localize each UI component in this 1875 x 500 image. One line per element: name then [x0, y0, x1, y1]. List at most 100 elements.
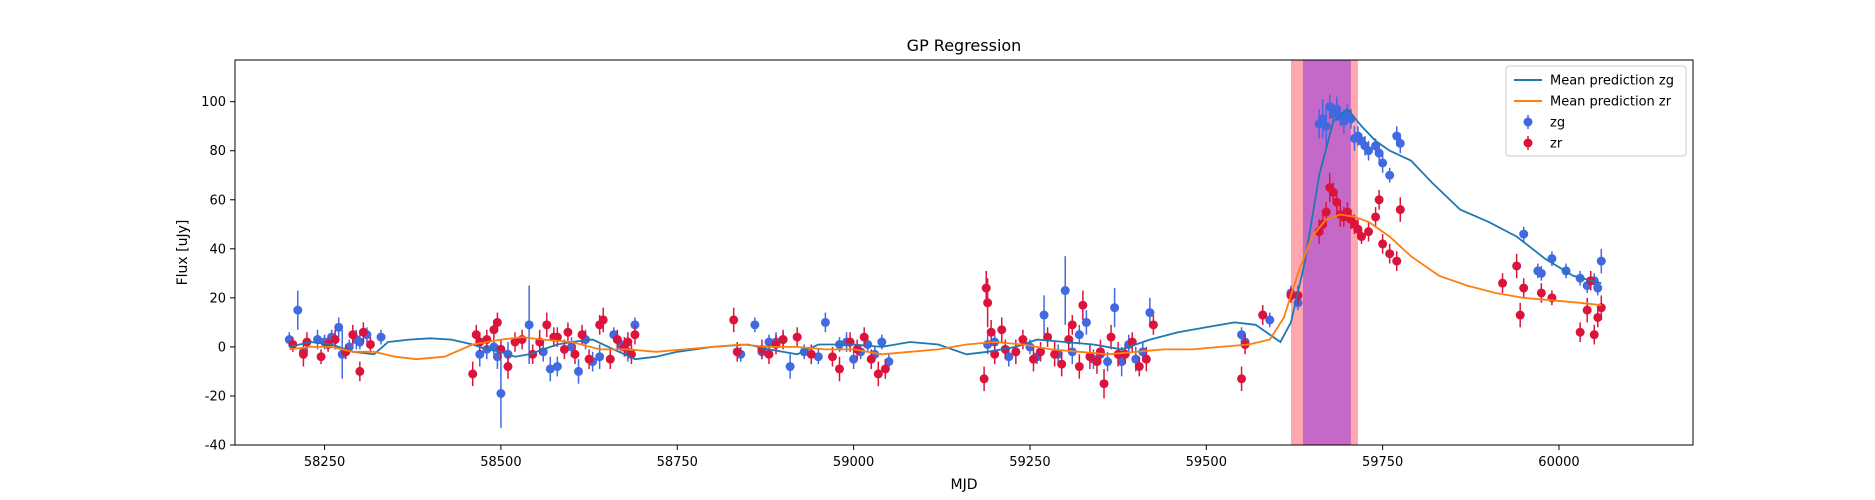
point-zr: [873, 369, 883, 379]
point-zg: [1318, 114, 1328, 124]
y-tick-label: -40: [205, 439, 226, 454]
point-zr: [1364, 227, 1374, 237]
y-tick-label: 100: [201, 95, 226, 110]
point-zr: [630, 330, 640, 340]
point-zg: [1004, 352, 1014, 362]
point-zr: [542, 320, 552, 330]
point-zg: [1131, 354, 1141, 364]
point-zr: [1011, 347, 1021, 357]
legend-entry-label: Mean prediction zg: [1550, 74, 1674, 89]
point-zr: [1237, 374, 1247, 384]
point-zr: [365, 339, 375, 349]
y-tick-label: 60: [209, 193, 226, 208]
point-zr: [764, 349, 774, 359]
point-zr: [1148, 320, 1158, 330]
point-zr: [729, 315, 739, 325]
point-zr: [584, 354, 594, 364]
point-zr: [1498, 278, 1508, 288]
point-zg: [1371, 141, 1381, 151]
point-zr: [1575, 327, 1585, 337]
point-zr: [1332, 197, 1342, 207]
point-zr: [835, 364, 845, 374]
point-zr: [468, 369, 478, 379]
point-zr: [1085, 352, 1095, 362]
point-zg: [1392, 131, 1402, 141]
point-zr: [1356, 232, 1366, 242]
point-zr: [1582, 305, 1592, 315]
point-zr: [1106, 332, 1116, 342]
point-zr: [827, 352, 837, 362]
plot-frame: [234, 59, 1694, 446]
point-zg: [1339, 116, 1349, 126]
point-zr: [503, 362, 513, 372]
point-zg: [1265, 315, 1275, 325]
y-tick-label: -20: [205, 389, 226, 404]
point-zr: [1018, 335, 1028, 345]
point-zr: [1043, 332, 1053, 342]
point-zg: [785, 362, 795, 372]
point-zr: [1593, 312, 1603, 322]
data-series: [284, 94, 1606, 428]
point-zr: [1067, 320, 1077, 330]
point-zr: [1395, 205, 1405, 215]
point-zg: [750, 320, 760, 330]
point-zr: [806, 349, 816, 359]
x-tick-label: 59250: [1009, 455, 1050, 470]
x-tick-label: 59750: [1362, 455, 1403, 470]
point-zr: [986, 327, 996, 337]
point-zr: [880, 364, 890, 374]
point-zr: [563, 327, 573, 337]
point-zr: [1353, 224, 1363, 234]
point-zg: [877, 337, 887, 347]
chart-title: GP Regression: [907, 36, 1022, 55]
y-tick-label: 0: [218, 340, 226, 355]
point-zg: [1117, 357, 1127, 367]
point-zr: [577, 330, 587, 340]
point-zg: [1145, 308, 1155, 318]
x-tick-label: 59000: [833, 455, 874, 470]
point-zg: [1237, 330, 1247, 340]
point-zr: [732, 347, 742, 357]
point-zg: [1378, 158, 1388, 168]
point-zr: [552, 332, 562, 342]
point-zg: [1039, 310, 1049, 320]
point-zr: [997, 325, 1007, 335]
series-zg: [284, 94, 1606, 428]
point-zr: [979, 374, 989, 384]
line-mean-prediction-zg: [289, 107, 1602, 361]
point-zr: [355, 366, 365, 376]
point-zg: [1536, 268, 1546, 278]
point-zg: [355, 337, 365, 347]
point-zg: [849, 354, 859, 364]
point-zr: [1519, 283, 1529, 293]
point-zg: [475, 349, 485, 359]
point-zr: [330, 335, 340, 345]
point-zg: [1321, 121, 1331, 131]
y-tick-label: 40: [209, 242, 226, 257]
point-zr: [358, 327, 368, 337]
point-zg: [764, 337, 774, 347]
point-zr: [1515, 310, 1525, 320]
point-zr: [605, 354, 615, 364]
point-zg: [1364, 146, 1374, 156]
point-zg: [552, 362, 562, 372]
point-zr: [1074, 362, 1084, 372]
point-zr: [1036, 347, 1046, 357]
point-zg: [566, 342, 576, 352]
legend: Mean prediction zg Mean prediction zr zg zr: [1505, 65, 1687, 157]
x-tick-label: 58250: [304, 455, 345, 470]
point-zr: [1078, 300, 1088, 310]
point-zg: [574, 366, 584, 376]
point-zg: [1593, 283, 1603, 293]
point-zg: [1060, 286, 1070, 296]
point-zg: [595, 352, 605, 362]
point-zg: [1325, 102, 1335, 112]
y-axis-ticks: -40 -20 0 20 40 60 80 100: [201, 95, 235, 454]
x-axis-ticks: 58250 58500 58750 59000 59250 59500 59750 60000: [304, 445, 1580, 470]
y-axis-label: Flux [uJy]: [175, 220, 191, 286]
point-zr: [570, 349, 580, 359]
point-zg: [1081, 317, 1091, 327]
line-mean-prediction-zr: [289, 213, 1602, 361]
x-tick-label: 59500: [1186, 455, 1227, 470]
legend-swatch-marker: [1523, 138, 1533, 148]
